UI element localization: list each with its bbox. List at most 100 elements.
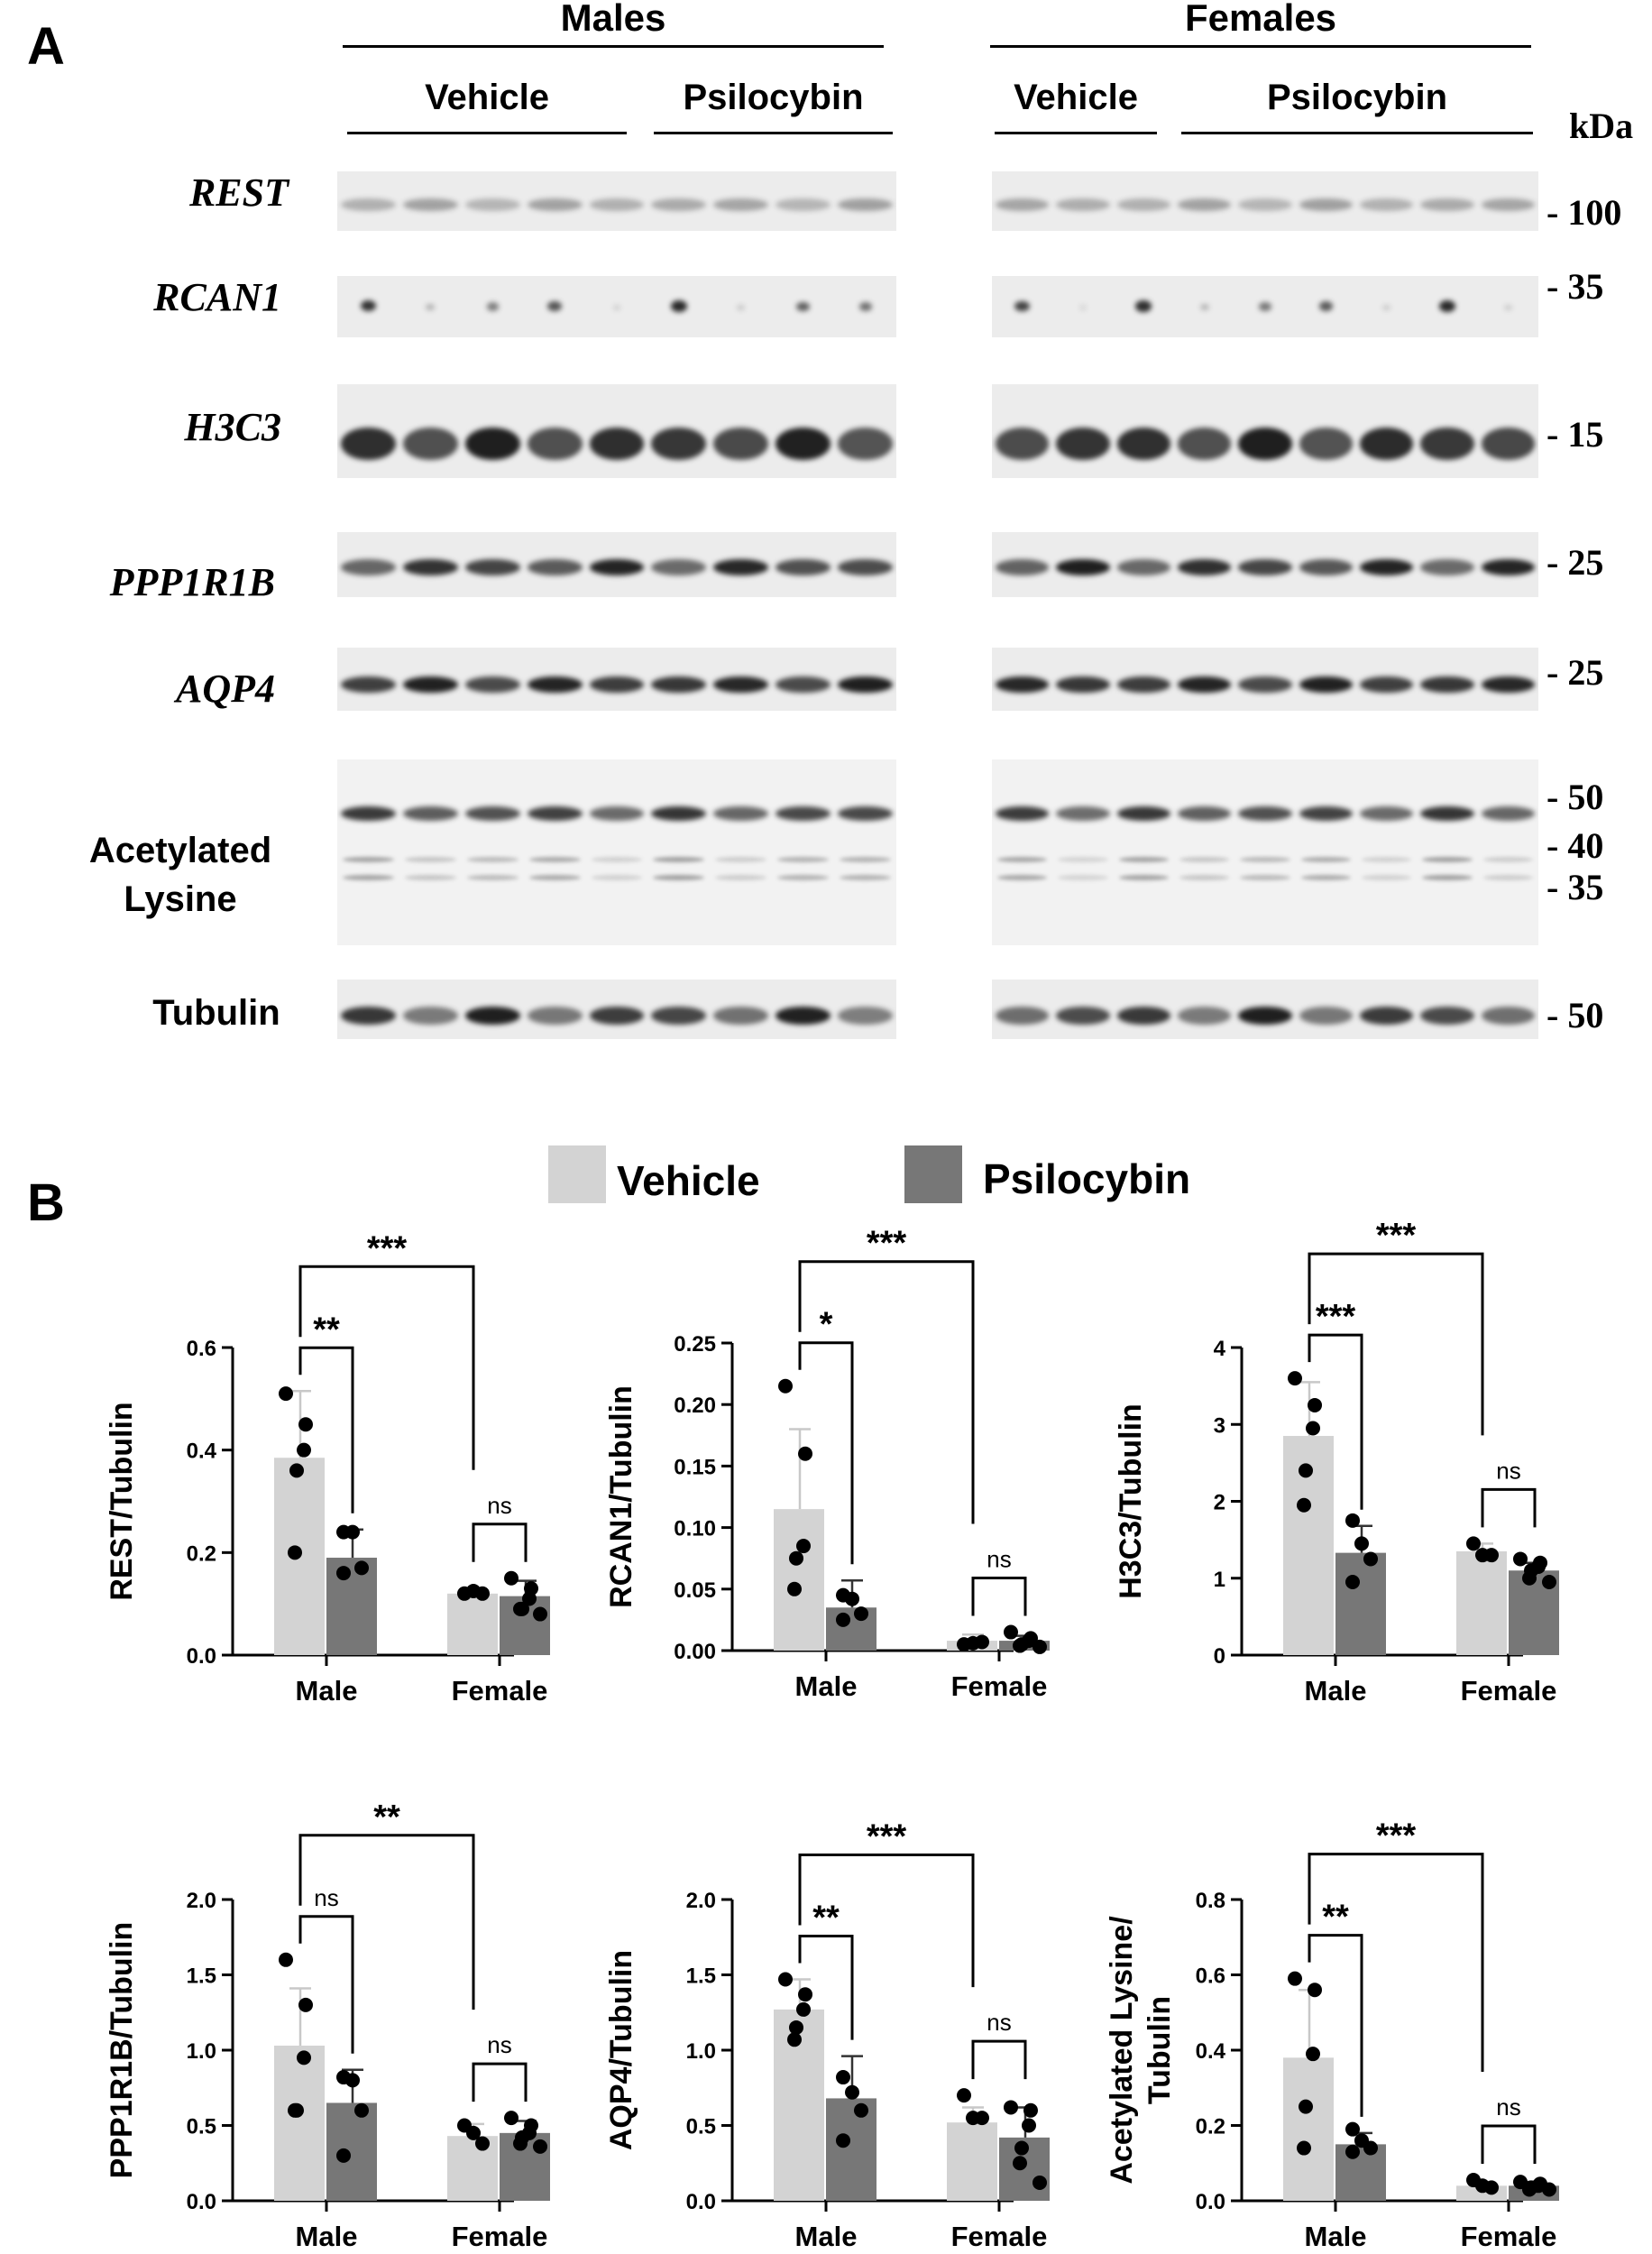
data-point [513,1601,528,1616]
data-point [1466,1536,1481,1551]
bar-psilocybin-male [326,1558,377,1655]
data-point [297,1442,311,1458]
y-tick-label: 0.4 [1196,2039,1226,2064]
blot-band [1259,302,1271,311]
blot-band [1362,875,1412,880]
y-tick-label: 0.00 [674,1640,716,1664]
blot-band [341,559,396,575]
blot-band [1178,198,1232,211]
data-point [1513,1551,1528,1567]
data-point [297,2050,311,2065]
kda-marker-35-rcan1: - 35 [1546,266,1604,307]
significance-bracket-sex [798,1854,975,1988]
significance-bracket-male [298,1915,354,2054]
blot-band [1056,559,1110,575]
blot-band [1238,428,1292,460]
blot-ppp1r1b-females [992,532,1538,597]
data-point [836,2133,850,2148]
data-point [298,1417,313,1432]
blot-band [402,559,458,575]
female-vehicle-line [995,132,1157,134]
blot-band [1118,857,1169,862]
data-point [475,1586,490,1601]
blot-acetylated-lysine-females [992,759,1538,945]
kda-header: kDa [1569,106,1634,146]
blot-band [1300,875,1351,880]
blot-band [1439,300,1455,312]
blot-band [651,806,707,821]
blot-band [1360,806,1414,821]
blot-band [715,857,767,862]
blot-band [404,857,456,862]
data-point [1345,2121,1360,2137]
y-tick-label: 0.8 [1196,1889,1225,1913]
blot-band [1420,1007,1474,1025]
data-point [789,2019,803,2035]
blot-band [996,198,1050,211]
blot-tubulin-males [337,980,896,1039]
x-tick-label: Female [452,2221,548,2252]
x-tick-label: Male [795,2221,858,2252]
y-axis-label: H3C3/Tubulin [1114,1403,1148,1599]
blot-rest-males [337,171,896,231]
blot-band [402,806,458,821]
bar-vehicle-male [1283,2057,1334,2201]
panel-b-letter: B [27,1173,65,1232]
data-point [513,2136,528,2151]
kda-marker-35-acl: - 35 [1546,867,1604,907]
blot-aqp4-males [337,648,896,711]
data-point [836,2070,850,2085]
bar-vehicle-female [947,2122,997,2201]
kda-marker-25-aqp4: - 25 [1546,652,1604,693]
y-axis-label: PPP1R1B/Tubulin [105,1922,139,2179]
blot-band [997,875,1048,880]
data-point [787,2032,802,2047]
female-psilocybin-line [1181,132,1533,134]
data-point [1032,2175,1047,2190]
blot-band [653,875,705,880]
bar-vehicle-female [447,1593,498,1655]
blot-band [589,198,645,211]
x-tick-label: Female [1461,2221,1557,2252]
data-point [836,1612,850,1627]
x-tick-label: Female [951,1670,1048,1702]
blot-band [527,1007,583,1025]
significance-bracket-female [1481,2124,1537,2165]
blot-band [1481,1007,1535,1025]
data-point [957,2088,971,2103]
significance-label-sex: *** [867,1225,907,1263]
data-point [336,2148,351,2163]
row-label-tubulin: Tubulin [126,989,307,1037]
blot-band [715,875,767,880]
y-tick-label: 0.6 [1196,1964,1225,1989]
blot-band [1420,198,1474,211]
blot-band [1056,428,1110,460]
data-point [854,2102,868,2118]
blot-band [840,875,891,880]
blot-band [1238,676,1292,693]
blot-band [528,857,581,862]
bar-vehicle-male [774,1509,824,1651]
blot-band [776,1007,831,1025]
significance-label-male: * [820,1306,833,1344]
blot-band [651,1007,707,1025]
blot-band [464,559,520,575]
blot-band [1503,304,1512,310]
significance-bracket-female [472,1523,528,1562]
blot-band [1238,806,1292,821]
bar-psilocybin-male [326,2102,377,2201]
data-point [1288,1971,1302,1986]
blot-band [1116,1007,1170,1025]
data-point [1345,2144,1360,2159]
y-axis-label: Acetylated Lysine/ [1105,1916,1139,2185]
blot-band [402,676,458,693]
y-axis-label: AQP4/Tubulin [604,1950,638,2150]
y-tick-label: 0.5 [187,2115,216,2139]
significance-bracket-male [1308,1934,1363,2117]
blot-band [1116,806,1170,821]
y-tick-label: 4 [1214,1337,1226,1361]
data-point [1542,2182,1556,2197]
data-point [1013,1638,1027,1653]
group-title-males: Males [560,0,666,39]
blot-band [651,559,707,575]
